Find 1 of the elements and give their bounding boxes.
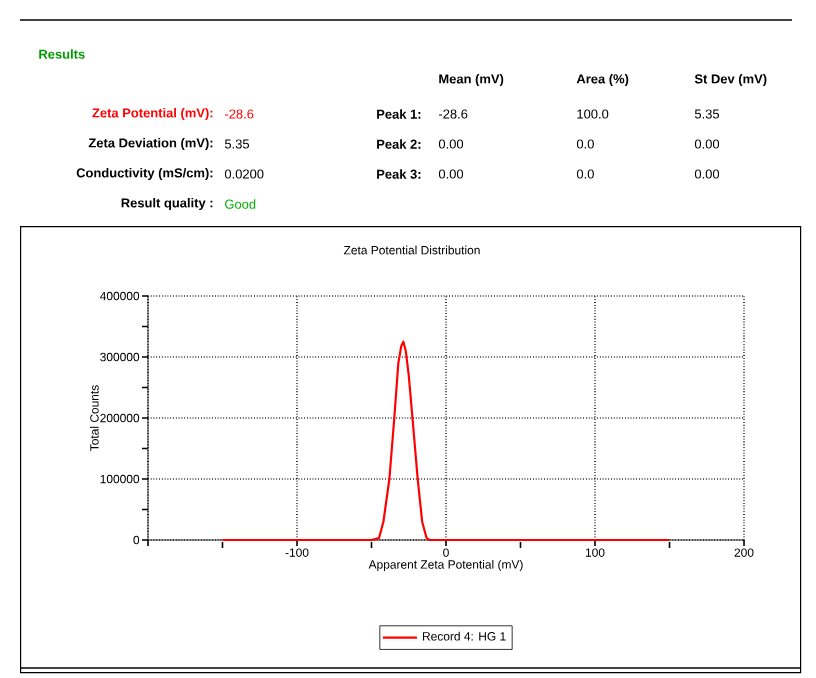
line-series [221, 340, 671, 542]
